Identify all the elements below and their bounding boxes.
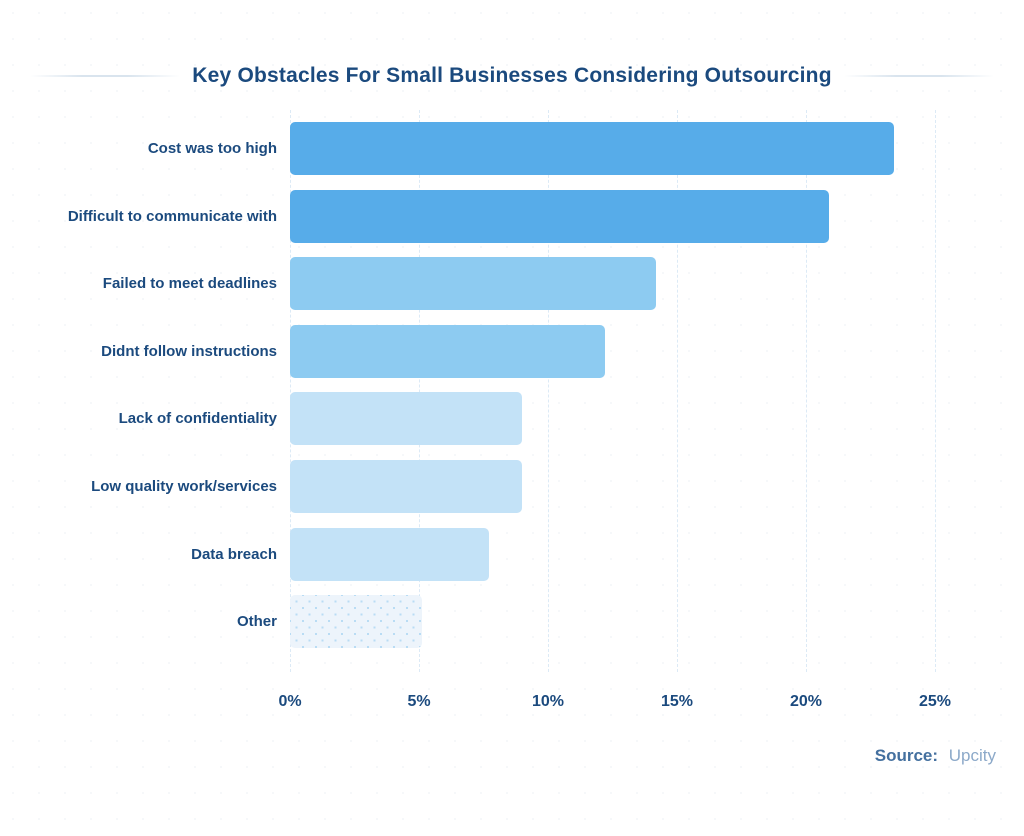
bar: [290, 189, 830, 243]
x-tick-label: 10%: [531, 693, 565, 710]
x-tick-label: 0%: [278, 693, 302, 710]
category-label: Other: [236, 613, 277, 631]
title-row: Key Obstacles For Small Businesses Consi…: [0, 64, 1024, 88]
bar: [290, 257, 657, 311]
bar-row: Lack of confidentiality: [0, 392, 1024, 446]
bar-chart: Cost was too high Difficult to communicat…: [0, 110, 1024, 722]
x-tick-label: 25%: [918, 693, 952, 710]
x-tick-label: 15%: [660, 693, 694, 710]
bar-row: Data breach: [0, 527, 1024, 581]
bar: [290, 324, 605, 378]
title-decorative-line-left: [30, 75, 181, 77]
bar: [290, 527, 489, 581]
gridline-25: [935, 110, 936, 672]
gridline-15: [677, 110, 678, 672]
source-label: Source:: [874, 746, 939, 765]
gridline-20: [806, 110, 807, 672]
chart-title: Key Obstacles For Small Businesses Consi…: [192, 64, 832, 87]
source-line: Source: Upcity: [875, 746, 996, 766]
source-value: Upcity: [948, 746, 996, 765]
bar-row: Difficult to communicate with: [0, 189, 1024, 243]
bar-row: Low quality work/services: [0, 460, 1024, 513]
category-label: Low quality work/services: [91, 478, 277, 495]
bar-row: Cost was too high: [0, 122, 1024, 175]
gridline-0: [290, 110, 291, 672]
bar: [290, 595, 422, 649]
gridline-5: [419, 110, 420, 672]
category-label: Lack of confidentiality: [118, 410, 277, 428]
category-label: Cost was too high: [147, 140, 277, 157]
bar-row: Failed to meet deadlines: [0, 257, 1024, 311]
title-decorative-line-right: [843, 75, 994, 77]
category-label: Failed to meet deadlines: [102, 275, 277, 293]
gridline-10: [548, 110, 549, 672]
bar: [290, 460, 523, 513]
category-label: Difficult to communicate with: [67, 207, 277, 225]
bar: [290, 122, 894, 175]
x-tick-label: 5%: [407, 693, 431, 710]
x-tick-label: 20%: [789, 693, 823, 710]
bar-row: Didnt follow instructions: [0, 324, 1024, 378]
bar-row: Other: [0, 595, 1024, 649]
bar: [290, 392, 523, 446]
category-label: Didnt follow instructions: [101, 342, 277, 360]
category-label: Data breach: [191, 545, 277, 563]
